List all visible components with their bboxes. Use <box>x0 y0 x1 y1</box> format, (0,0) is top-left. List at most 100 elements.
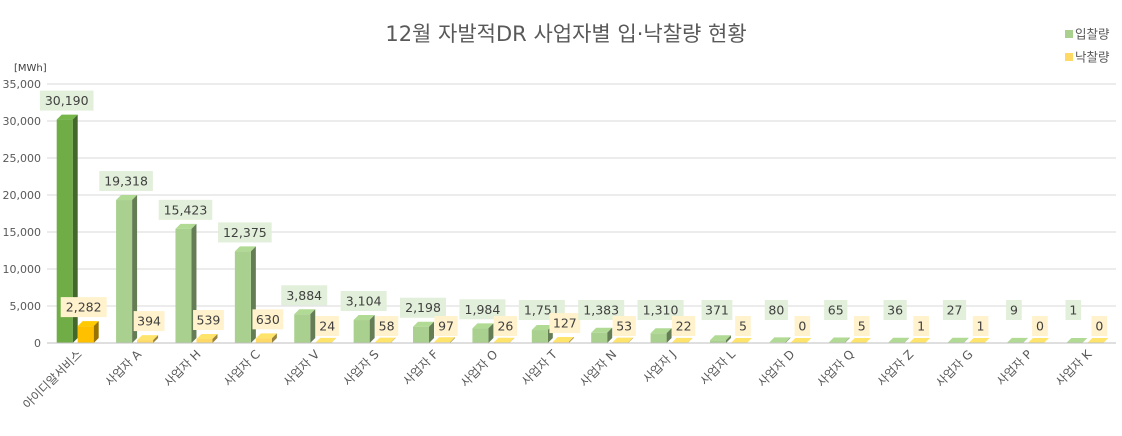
svg-text:65: 65 <box>828 303 844 318</box>
svg-text:80: 80 <box>768 303 784 318</box>
bar-award <box>790 338 812 343</box>
svg-text:1,984: 1,984 <box>465 302 501 317</box>
svg-text:27: 27 <box>947 303 963 318</box>
data-label-award: 24 <box>315 316 339 336</box>
bar-bid <box>472 323 494 343</box>
data-label-award: 0 <box>1091 316 1108 336</box>
data-label-bid: 12,375 <box>218 222 272 243</box>
bar-award <box>671 337 693 343</box>
data-label-award: 394 <box>133 311 165 332</box>
bar-bid <box>769 337 791 343</box>
svg-text:58: 58 <box>379 319 395 334</box>
data-label-bid: 3,104 <box>340 291 387 312</box>
data-label-bid: 371 <box>701 300 733 320</box>
bar-bid <box>591 327 613 343</box>
data-label-bid: 80 <box>764 300 788 320</box>
data-label-bid: 27 <box>942 300 967 320</box>
x-tick-label: 사업자 T <box>519 347 561 389</box>
svg-text:36: 36 <box>887 303 903 318</box>
data-label-bid: 2,198 <box>400 297 447 318</box>
legend-swatch-bid <box>1065 30 1073 38</box>
bar-award <box>1087 338 1109 343</box>
svg-text:19,318: 19,318 <box>104 174 148 189</box>
data-label-award: 5 <box>853 316 870 336</box>
svg-text:5: 5 <box>739 319 747 334</box>
svg-text:630: 630 <box>256 312 280 327</box>
bar-award <box>849 337 871 343</box>
svg-text:127: 127 <box>553 316 577 331</box>
svg-text:0: 0 <box>798 319 806 334</box>
svg-text:394: 394 <box>137 314 161 329</box>
data-label-award: 22 <box>671 316 696 336</box>
bar-award <box>77 321 99 343</box>
bar-award <box>255 333 277 343</box>
bar-award <box>1027 338 1049 343</box>
svg-text:12,375: 12,375 <box>223 225 267 240</box>
svg-text:0: 0 <box>1095 319 1103 334</box>
y-tick-label: 30,000 <box>3 115 42 128</box>
data-label-award: 5 <box>735 316 751 336</box>
svg-text:53: 53 <box>616 319 632 334</box>
data-label-bid: 1,310 <box>637 300 684 320</box>
x-tick-label: 사업자 Q <box>814 347 857 390</box>
data-label-award: 53 <box>612 316 636 336</box>
legend: 입찰량 낙찰량 <box>1065 27 1110 65</box>
bar-award <box>434 337 456 343</box>
svg-text:9: 9 <box>1010 303 1018 318</box>
data-label-award: 26 <box>493 316 518 336</box>
x-tick-label: 사업자 F <box>400 347 441 388</box>
x-tick-label: 사업자 H <box>161 347 203 389</box>
bar-bid <box>650 328 672 343</box>
data-label-bid: 65 <box>824 300 848 320</box>
bar-award <box>612 337 634 343</box>
data-label-bid: 15,423 <box>158 199 213 220</box>
svg-text:0: 0 <box>1036 319 1044 334</box>
svg-text:30,190: 30,190 <box>45 93 89 108</box>
chart-title: 12월 자발적DR 사업자별 입·낙찰량 현황 <box>385 22 746 46</box>
data-label-award: 539 <box>193 310 224 331</box>
svg-text:5: 5 <box>858 319 866 334</box>
legend-label-award: 낙찰량 <box>1075 50 1110 65</box>
bar-award <box>909 337 931 343</box>
svg-text:26: 26 <box>497 319 513 334</box>
svg-text:24: 24 <box>319 319 335 334</box>
svg-text:1: 1 <box>917 319 925 334</box>
data-label-award: 0 <box>1032 316 1048 336</box>
bar-award <box>137 335 159 343</box>
svg-text:539: 539 <box>197 313 221 328</box>
svg-text:22: 22 <box>676 319 692 334</box>
bar-bid <box>116 195 138 343</box>
x-tick-label: 사업자 D <box>755 347 798 390</box>
bar-bid <box>1006 337 1028 343</box>
svg-text:1,310: 1,310 <box>643 303 679 318</box>
svg-text:2,198: 2,198 <box>405 300 441 315</box>
data-labels: 30,1902,28219,31839415,42353912,3756303,… <box>39 90 1108 336</box>
svg-text:15,423: 15,423 <box>164 202 208 217</box>
y-tick-label: 15,000 <box>3 226 42 239</box>
svg-text:371: 371 <box>705 303 729 318</box>
gridlines <box>47 83 1116 307</box>
bar-award <box>374 337 396 343</box>
bar-award <box>315 337 337 343</box>
bar-bid <box>353 315 375 343</box>
x-tick-label: 사업자 Z <box>874 347 916 389</box>
x-tick-label: 사업자 K <box>1053 346 1095 388</box>
data-label-bid: 1,984 <box>459 299 506 320</box>
svg-text:1: 1 <box>977 319 985 334</box>
data-label-award: 97 <box>434 316 458 336</box>
x-tick-label: 사업자 V <box>281 347 323 389</box>
bar-award <box>196 334 218 343</box>
data-label-bid: 30,190 <box>39 90 94 111</box>
bar-award <box>968 337 990 343</box>
data-label-award: 58 <box>375 316 399 336</box>
data-label-bid: 9 <box>1006 300 1022 320</box>
svg-text:3,104: 3,104 <box>346 294 382 309</box>
bar-bid <box>413 321 435 343</box>
data-label-bid: 36 <box>883 300 907 320</box>
bar-bid <box>294 309 316 343</box>
y-tick-label: 25,000 <box>3 152 42 165</box>
bar-bid <box>888 337 910 343</box>
axes: 0 5,000 10,000 15,000 20,000 25,000 30,000 35,0… <box>3 78 1116 412</box>
svg-text:1,383: 1,383 <box>583 303 619 318</box>
